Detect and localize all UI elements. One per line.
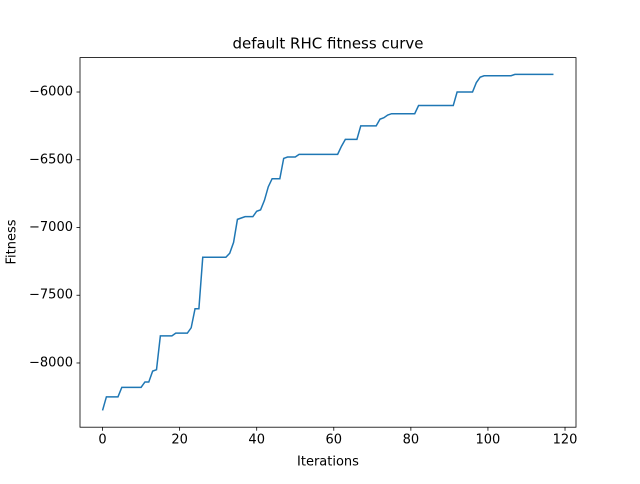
y-tick-label: −8000 bbox=[29, 355, 73, 370]
axes-frame bbox=[79, 57, 577, 428]
x-tick-label: 100 bbox=[476, 433, 501, 448]
x-tick-label: 60 bbox=[326, 433, 343, 448]
x-axis-label: Iterations bbox=[297, 455, 359, 470]
x-tick-label: 80 bbox=[403, 433, 420, 448]
x-tick-label: 40 bbox=[248, 433, 265, 448]
x-tick-label: 120 bbox=[553, 433, 578, 448]
chart-title: default RHC fitness curve bbox=[233, 35, 424, 53]
y-tick-label: −6500 bbox=[29, 152, 73, 167]
y-tick-label: −7500 bbox=[29, 288, 73, 303]
x-tick-label: 20 bbox=[171, 433, 188, 448]
y-tick-label: −6000 bbox=[29, 85, 73, 100]
x-tick-label: 0 bbox=[98, 433, 106, 448]
data-line bbox=[101, 73, 554, 411]
y-tick-label: −7000 bbox=[29, 220, 73, 235]
y-axis-label: Fitness bbox=[5, 219, 20, 264]
